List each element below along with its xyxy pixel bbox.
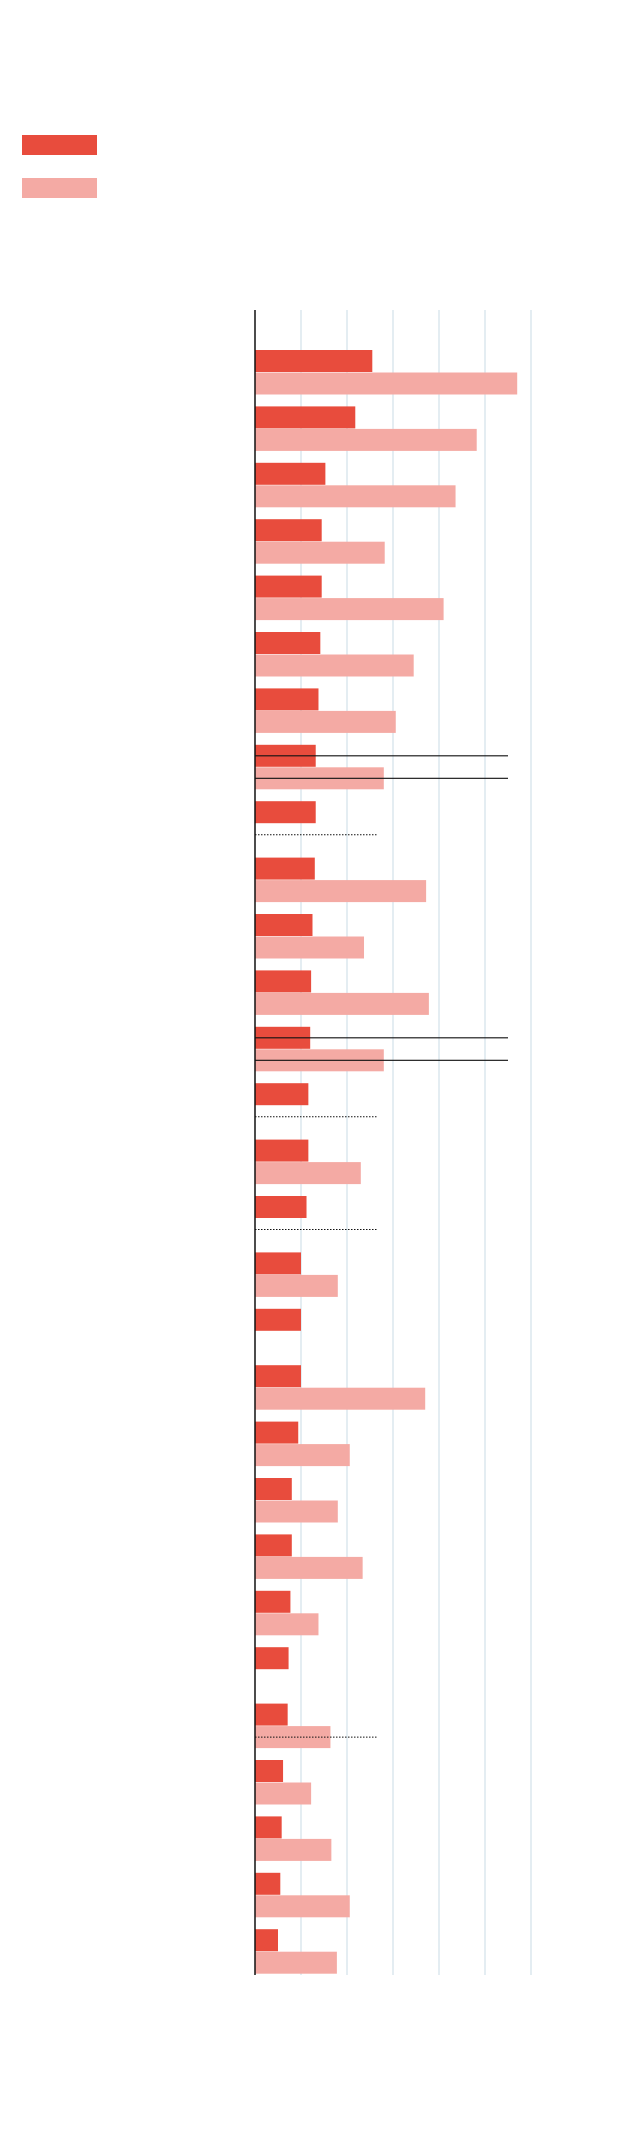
bars [255, 350, 518, 1974]
bar-series-2-row-12 [255, 992, 429, 1015]
bar-series-1-row-2 [255, 406, 356, 429]
bar-series-1-row-19 [255, 1365, 301, 1388]
bar-series-1-row-18 [255, 1308, 301, 1331]
bar-series-1-row-9 [255, 801, 316, 824]
bar-series-2-row-15 [255, 1162, 361, 1185]
bar-series-1-row-17 [255, 1252, 301, 1275]
legend-swatch-series-2 [22, 178, 97, 198]
bar-series-2-row-5 [255, 598, 444, 621]
bar-series-2-row-1 [255, 372, 518, 395]
bar-series-1-row-7 [255, 688, 319, 711]
bar-series-2-row-3 [255, 485, 456, 508]
bar-series-2-row-19 [255, 1387, 426, 1410]
legend [0, 0, 640, 260]
bar-series-1-row-26 [255, 1760, 284, 1782]
bar-series-1-row-21 [255, 1478, 292, 1500]
bar-series-1-row-23 [255, 1590, 291, 1613]
bar-series-1-row-5 [255, 575, 322, 598]
bar-series-2-row-4 [255, 541, 385, 564]
bar-series-1-row-16 [255, 1196, 307, 1218]
bar-series-2-row-29 [255, 1951, 337, 1974]
bar-series-2-row-7 [255, 710, 396, 733]
bar-series-2-row-11 [255, 936, 365, 959]
bar-series-2-row-25 [255, 1726, 331, 1749]
bar-series-2-row-27 [255, 1838, 332, 1861]
bar-series-2-row-26 [255, 1782, 312, 1805]
legend-item-series-1 [22, 133, 222, 157]
bar-series-2-row-2 [255, 428, 477, 451]
bar-series-1-row-28 [255, 1872, 281, 1895]
bar-series-1-row-12 [255, 970, 312, 993]
bar-series-1-row-11 [255, 914, 313, 936]
bar-series-1-row-15 [255, 1139, 309, 1162]
bar-series-1-row-20 [255, 1421, 299, 1444]
legend-swatch-series-1 [22, 135, 97, 155]
bar-series-2-row-28 [255, 1895, 350, 1918]
bar-series-1-row-3 [255, 462, 326, 485]
bar-series-2-row-23 [255, 1613, 319, 1636]
bar-series-1-row-25 [255, 1703, 288, 1726]
bar-series-2-row-20 [255, 1444, 350, 1467]
bar-series-1-row-24 [255, 1647, 289, 1670]
bar-series-1-row-27 [255, 1816, 282, 1839]
legend-item-series-2 [22, 176, 222, 200]
bar-series-2-row-6 [255, 654, 414, 677]
bar-series-1-row-4 [255, 519, 322, 542]
bar-series-1-row-6 [255, 632, 321, 654]
bar-series-1-row-1 [255, 350, 373, 372]
bar-series-2-row-17 [255, 1274, 338, 1297]
bar-series-1-row-10 [255, 857, 315, 880]
bar-series-2-row-21 [255, 1500, 338, 1523]
bar-series-1-row-22 [255, 1534, 292, 1557]
reference-lines [255, 755, 508, 1738]
bar-series-1-row-29 [255, 1929, 278, 1952]
bar-series-2-row-10 [255, 880, 427, 903]
bar-series-2-row-22 [255, 1556, 363, 1579]
bar-series-1-row-14 [255, 1083, 309, 1106]
